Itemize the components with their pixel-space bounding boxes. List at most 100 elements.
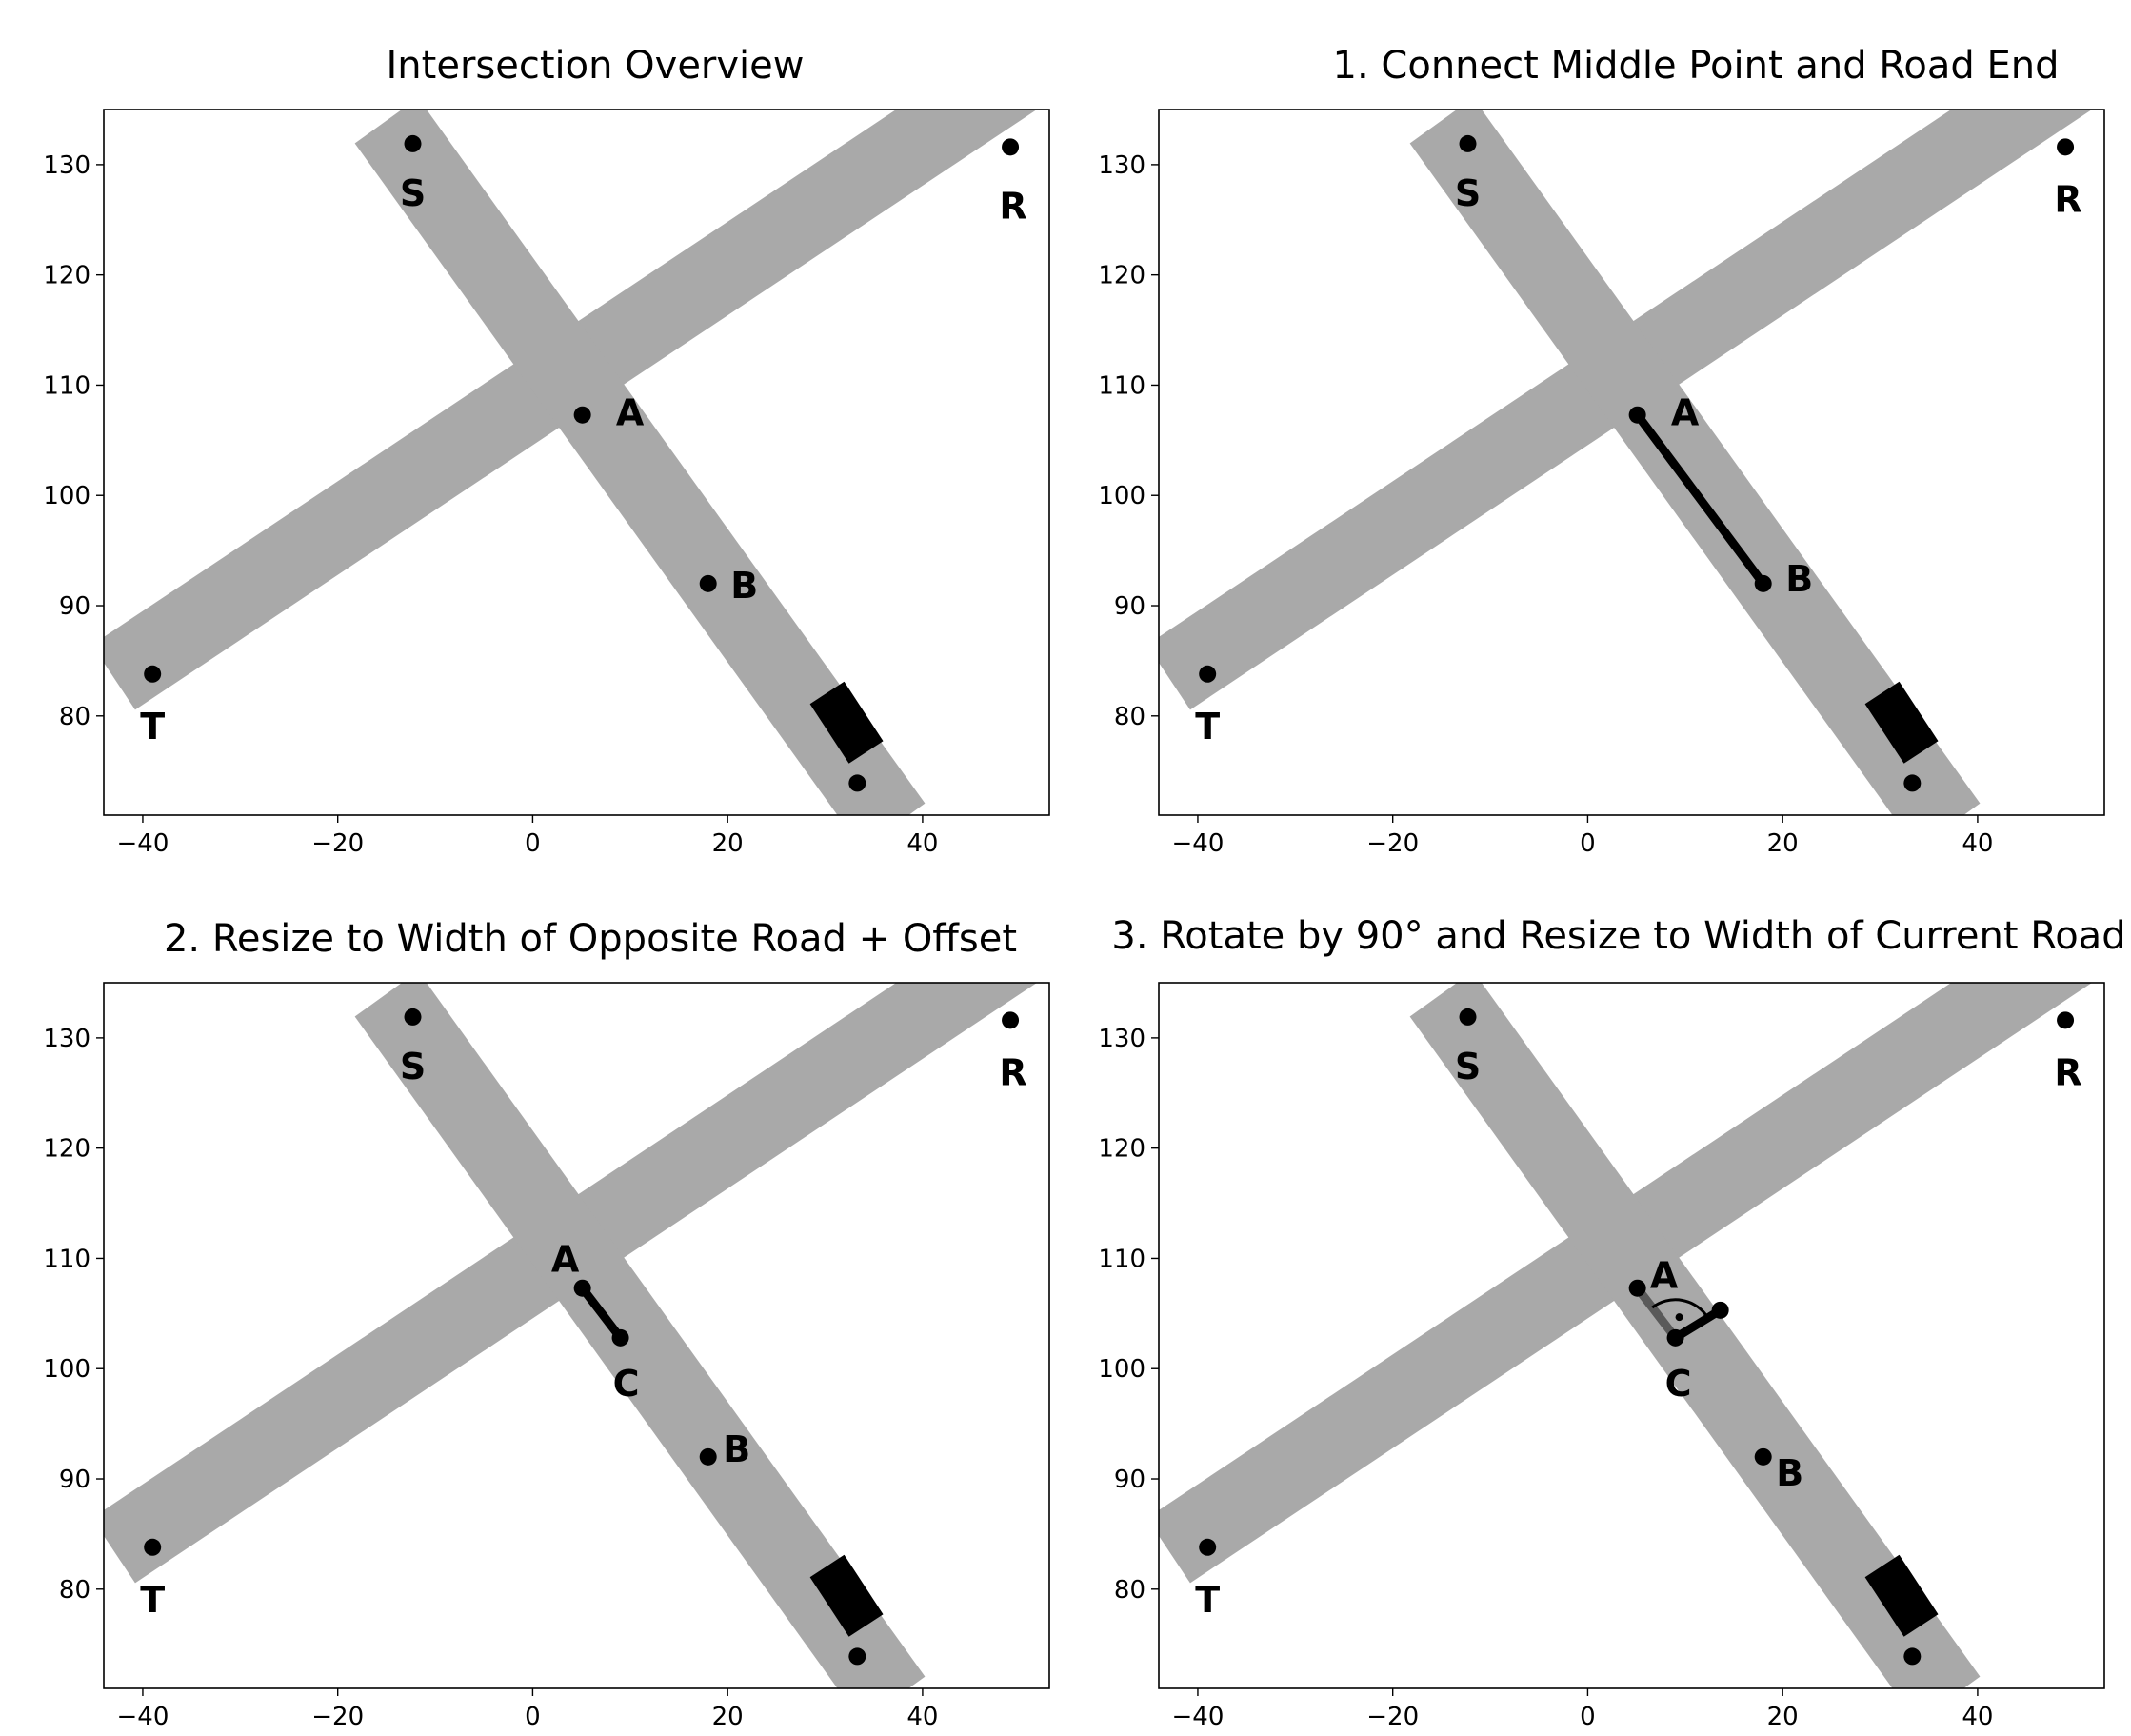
road-2 [1409,983,1981,1688]
y-tick-label: 120 [1098,1135,1145,1164]
plot-area [104,983,1037,1688]
point-b [1754,574,1772,592]
point-label-t: T [140,706,165,748]
point-s [404,1008,422,1026]
right-angle-arc [1651,1298,1709,1319]
x-tick-label: −40 [1172,829,1225,858]
right-angle-dot [1675,1313,1683,1322]
point-label-a: A [551,1239,580,1281]
point-label-s: S [400,172,426,214]
y-tick-label: 110 [43,371,90,400]
point-label-a: A [1650,1255,1679,1297]
y-tick-label: 90 [1114,592,1145,621]
point-a [573,406,591,424]
axes-frame [103,109,1050,816]
x-tick-label: −40 [117,829,169,858]
x-tick-label: 0 [1580,1703,1596,1731]
x-tick-label: −20 [1366,829,1419,858]
x-tick-label: −20 [311,829,364,858]
y-tick-label: 90 [59,1466,90,1494]
x-tick-label: 40 [906,1703,938,1731]
point-a [1628,406,1646,424]
panel-title: Intersection Overview [387,44,805,88]
y-tick-label: 130 [43,151,90,180]
point-end-6 [1903,774,1922,792]
axes-frame [1158,982,2105,1689]
y-tick-label: 110 [1098,371,1145,400]
x-tick-label: −40 [1172,1703,1225,1731]
panel-title: 2. Resize to Width of Opposite Road + Of… [164,917,1017,961]
y-tick-label: 130 [43,1025,90,1053]
point-s [1459,134,1477,152]
y-tick-label: 80 [1114,703,1145,731]
road-2 [1409,110,1981,815]
panel-title: 3. Rotate by 90° and Resize to Width of … [1111,914,2125,958]
panel-3: 2. Resize to Width of Opposite Road + Of… [43,917,1050,1731]
x-tick-label: 0 [1580,829,1596,858]
x-tick-label: −20 [1366,1703,1419,1731]
x-tick-label: 40 [1962,1703,1993,1731]
x-tick-label: 20 [712,1703,744,1731]
point-label-b: B [1785,558,1813,600]
road-2 [354,983,926,1688]
y-tick-label: 120 [43,262,90,290]
point-label-s: S [1455,172,1481,214]
point-end-6 [848,774,866,792]
point-label-t: T [1195,706,1220,748]
point-a [573,1279,591,1297]
x-tick-label: 40 [906,829,938,858]
point-label-t: T [1195,1579,1220,1621]
point-label-r: R [999,1051,1026,1093]
y-tick-label: 90 [1114,1466,1145,1494]
y-tick-label: 110 [1098,1245,1145,1273]
point-c [1666,1328,1684,1347]
vehicle-marker [1864,681,1939,764]
vehicle-marker [1864,1554,1939,1637]
vehicle-marker [809,1554,884,1637]
panel-2: 1. Connect Middle Point and Road End S R A B… [1098,44,2105,858]
x-tick-label: 20 [1767,1703,1799,1731]
road-2 [354,110,926,815]
x-tick-label: −40 [117,1703,169,1731]
y-tick-label: 130 [1098,151,1145,180]
point-t [1199,665,1217,683]
panel-title: 1. Connect Middle Point and Road End [1333,44,2060,88]
point-label-b: B [723,1428,750,1470]
point-label-r: R [999,185,1026,227]
y-tick-label: 120 [1098,262,1145,290]
x-tick-label: 0 [525,829,541,858]
panel-1: Intersection Overview S R A B T −40 −20 0 20 40 80 9… [43,44,1050,858]
point-label-s: S [400,1046,426,1087]
point-t [144,1538,162,1556]
point-r [1002,1011,1020,1029]
point-label-c: C [613,1363,640,1405]
y-tick-label: 80 [1114,1576,1145,1605]
point-s [1459,1008,1477,1026]
point-label-b: B [1776,1452,1803,1494]
segment-2 [1671,1306,1725,1343]
point-label-b: B [730,565,758,607]
plot-area [1159,983,2092,1688]
point-b [1754,1447,1772,1466]
point-label-r: R [2054,1051,2081,1093]
x-tick-label: 0 [525,1703,541,1731]
y-tick-label: 100 [1098,482,1145,510]
point-label-t: T [140,1579,165,1621]
y-tick-label: 90 [59,592,90,621]
x-tick-label: 20 [1767,829,1799,858]
point-t [144,665,162,683]
x-tick-label: 20 [712,829,744,858]
segment-1 [1633,1284,1681,1343]
segment-1 [578,1284,626,1343]
point-b [699,574,717,592]
y-tick-label: 130 [1098,1025,1145,1053]
point-r [2057,1011,2075,1029]
plot-area [104,110,1037,815]
point-label-r: R [2054,178,2081,220]
point-end-8 [1903,1647,1922,1666]
point-label-a: A [616,392,645,434]
axes-frame [1158,109,2105,816]
axes-frame [103,982,1050,1689]
point-b [699,1447,717,1466]
